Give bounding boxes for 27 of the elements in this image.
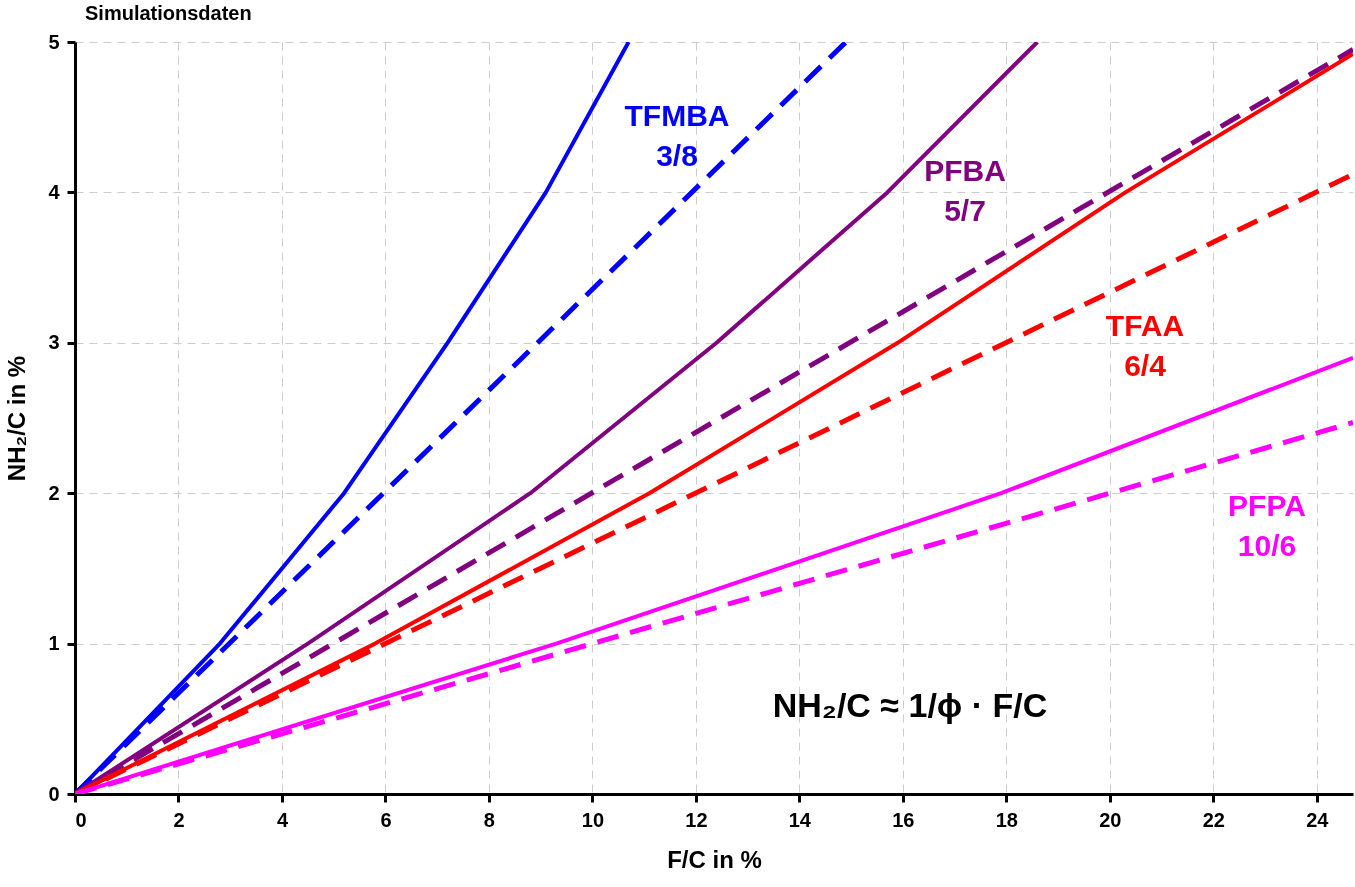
- x-tick-label: 14: [788, 808, 812, 831]
- y-tick-label: 2: [48, 481, 60, 504]
- x-tick-label: 22: [1202, 808, 1225, 831]
- annotation: TFMBA 3/8: [624, 99, 730, 172]
- x-tick-label: 18: [995, 808, 1018, 831]
- x-tick-label: 20: [1099, 808, 1122, 831]
- annotation: NH₂/C ≈ 1/ϕ · F/C: [772, 686, 1048, 724]
- annotation: PFBA 5/7: [924, 154, 1006, 227]
- x-tick-label: 2: [173, 808, 185, 831]
- y-tick-label: 4: [48, 180, 61, 203]
- x-axis-title: F/C in %: [667, 845, 762, 873]
- x-tick-label: 10: [581, 808, 605, 831]
- x-tick-label: 12: [685, 808, 708, 831]
- x-tick-label: 8: [483, 808, 495, 831]
- y-tick-label: 5: [48, 30, 60, 53]
- x-tick-label: 16: [892, 808, 915, 831]
- x-tick-label: 6: [380, 808, 392, 831]
- y-tick-label: 1: [48, 632, 60, 655]
- chart-title: Simulationsdaten: [85, 2, 252, 24]
- y-axis-title: NH₂/C in %: [3, 355, 31, 482]
- x-tick-label: 24: [1306, 808, 1330, 831]
- y-tick-label: 0: [48, 782, 60, 805]
- annotation: PFPA 10/6: [1228, 489, 1306, 562]
- x-tick-label: 0: [75, 808, 87, 831]
- annotation: TFAA 6/4: [1105, 309, 1185, 382]
- y-tick-label: 3: [48, 331, 60, 354]
- x-tick-label: 4: [276, 808, 289, 831]
